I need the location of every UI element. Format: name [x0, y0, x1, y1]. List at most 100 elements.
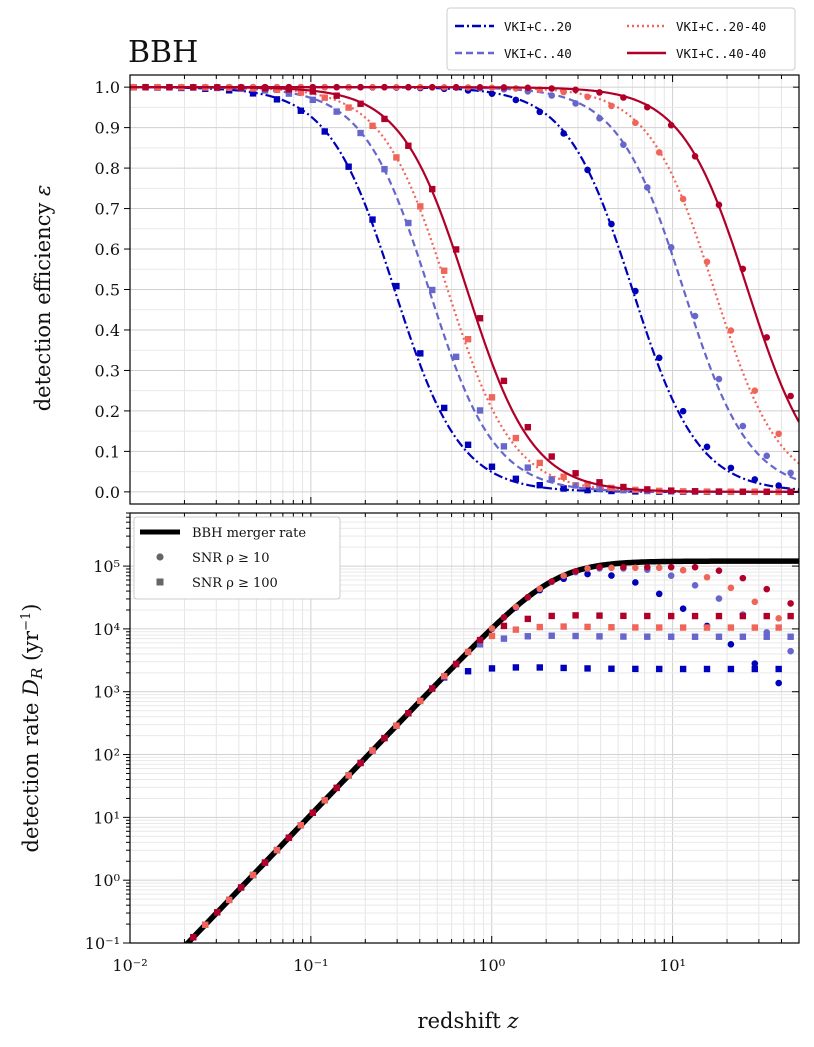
- rate-marker-snr10: [727, 641, 735, 648]
- rate-marker-snr100: [524, 633, 532, 640]
- rate-marker-snr100: [656, 665, 663, 673]
- efficiency-marker-snr100: [620, 483, 627, 491]
- efficiency-marker-snr100: [417, 350, 424, 357]
- rate-marker-snr100: [488, 665, 496, 672]
- efficiency-marker-snr100: [476, 315, 484, 322]
- efficiency-marker-snr100: [536, 459, 543, 467]
- rate-marker-snr100: [297, 822, 305, 829]
- efficiency-marker-snr100: [572, 470, 579, 477]
- efficiency-marker-snr100: [333, 108, 340, 115]
- efficiency-marker-snr100: [476, 407, 484, 414]
- efficiency-marker-snr10: [608, 220, 615, 228]
- rate-marker-snr100: [214, 909, 221, 916]
- efficiency-marker-snr100: [345, 104, 352, 111]
- rate-marker-snr100: [799, 666, 805, 672]
- efficiency-marker-snr100: [381, 115, 388, 123]
- top-y-tick-label: 0.2: [95, 402, 120, 421]
- top-y-tick-label: 1.0: [95, 78, 120, 97]
- rate-marker-snr100: [536, 664, 543, 671]
- efficiency-marker-snr100: [488, 463, 496, 470]
- efficiency-marker-snr100: [524, 464, 532, 471]
- efficiency-marker-snr10: [536, 108, 544, 116]
- rate-marker-snr10: [512, 603, 520, 611]
- efficiency-marker-snr10: [584, 166, 591, 174]
- bottom-y-tick-label: 10⁰: [93, 871, 120, 890]
- efficiency-marker-snr10: [488, 90, 496, 97]
- rate-marker-snr100: [369, 747, 376, 754]
- rate-marker-snr10: [775, 614, 782, 622]
- rate-marker-snr100: [620, 612, 627, 620]
- efficiency-marker-snr10: [572, 86, 579, 94]
- efficiency-marker-snr10: [512, 96, 520, 104]
- rate-marker-snr100: [381, 734, 388, 742]
- rate-marker-snr100: [739, 612, 747, 620]
- rate-marker-snr10: [751, 660, 759, 667]
- efficiency-marker-snr10: [667, 121, 675, 129]
- rate-marker-snr100: [679, 624, 687, 631]
- efficiency-marker-snr10: [548, 92, 556, 99]
- rate-marker-snr10: [560, 572, 567, 580]
- rate-marker-snr100: [190, 934, 197, 941]
- efficiency-marker-snr10: [691, 312, 699, 320]
- rate-marker-snr100: [560, 664, 567, 672]
- rate-marker-snr10: [787, 647, 794, 655]
- efficiency-marker-snr100: [787, 488, 794, 496]
- efficiency-marker-snr100: [763, 488, 770, 495]
- efficiency-marker-snr100: [273, 86, 281, 94]
- efficiency-marker-snr10: [703, 443, 711, 451]
- efficiency-marker-snr10: [739, 422, 747, 430]
- efficiency-marker-snr100: [405, 142, 412, 149]
- top-y-tick-label: 0.7: [95, 200, 120, 219]
- legend-label-snr10: SNR ρ ≥ 10: [192, 551, 270, 566]
- efficiency-marker-snr10: [333, 83, 340, 91]
- rate-marker-snr100: [357, 759, 364, 767]
- rate-marker-snr10: [679, 605, 687, 613]
- merger-rate-curve: [183, 558, 799, 943]
- bottom-legend: BBH merger rate SNR ρ ≥ 10 SNR ρ ≥ 100: [133, 516, 341, 600]
- rate-marker-snr100: [691, 612, 699, 620]
- efficiency-marker-snr100: [691, 488, 699, 495]
- rate-marker-snr100: [715, 633, 723, 640]
- rate-marker-snr100: [500, 635, 508, 642]
- rate-marker-snr10: [667, 572, 675, 579]
- rate-marker-snr10: [572, 567, 579, 575]
- rate-marker-snr10: [488, 625, 496, 632]
- legend-label-vki2040: VKI+C..20-40: [676, 19, 766, 34]
- rate-marker-snr10: [500, 614, 508, 621]
- x-tick-label: 10⁰: [478, 956, 505, 975]
- rate-marker-snr100: [548, 612, 555, 620]
- efficiency-marker-snr100: [715, 488, 723, 495]
- efficiency-marker-snr100: [524, 424, 532, 431]
- bottom-y-tick-label: 10⁻¹: [85, 934, 120, 953]
- top-y-axis-label: detection efficiency ε: [31, 185, 55, 412]
- efficiency-marker-snr100: [297, 107, 305, 114]
- rate-marker-snr10: [691, 582, 699, 589]
- efficiency-marker-snr10: [799, 485, 806, 492]
- efficiency-marker-snr10: [632, 119, 639, 127]
- rate-marker-snr100: [727, 624, 735, 631]
- efficiency-marker-snr100: [429, 286, 436, 294]
- efficiency-marker-snr10: [727, 327, 735, 334]
- top-y-tick-label: 0.9: [95, 119, 120, 138]
- rate-marker-snr100: [512, 626, 520, 633]
- efficiency-marker-snr10: [608, 102, 615, 110]
- rate-marker-snr10: [787, 600, 794, 607]
- rate-marker-snr100: [644, 612, 651, 620]
- rate-marker-snr100: [464, 668, 472, 675]
- rate-marker-snr100: [345, 772, 352, 779]
- efficiency-marker-snr100: [536, 481, 543, 489]
- efficiency-marker-snr100: [333, 92, 340, 99]
- efficiency-marker-snr10: [727, 464, 735, 472]
- legend-label-vki4040: VKI+C..40-40: [676, 46, 766, 61]
- efficiency-curve-snr10-3: [130, 86, 799, 423]
- rate-marker-snr100: [763, 633, 770, 640]
- bottom-y-tick-label: 10¹: [93, 808, 120, 827]
- efficiency-marker-snr10: [357, 83, 364, 91]
- efficiency-marker-snr100: [166, 84, 173, 91]
- efficiency-marker-snr10: [703, 258, 711, 266]
- rate-marker-snr100: [417, 697, 424, 705]
- efficiency-marker-snr100: [464, 335, 472, 343]
- rate-marker-snr100: [548, 632, 555, 639]
- efficiency-marker-snr100: [464, 441, 472, 448]
